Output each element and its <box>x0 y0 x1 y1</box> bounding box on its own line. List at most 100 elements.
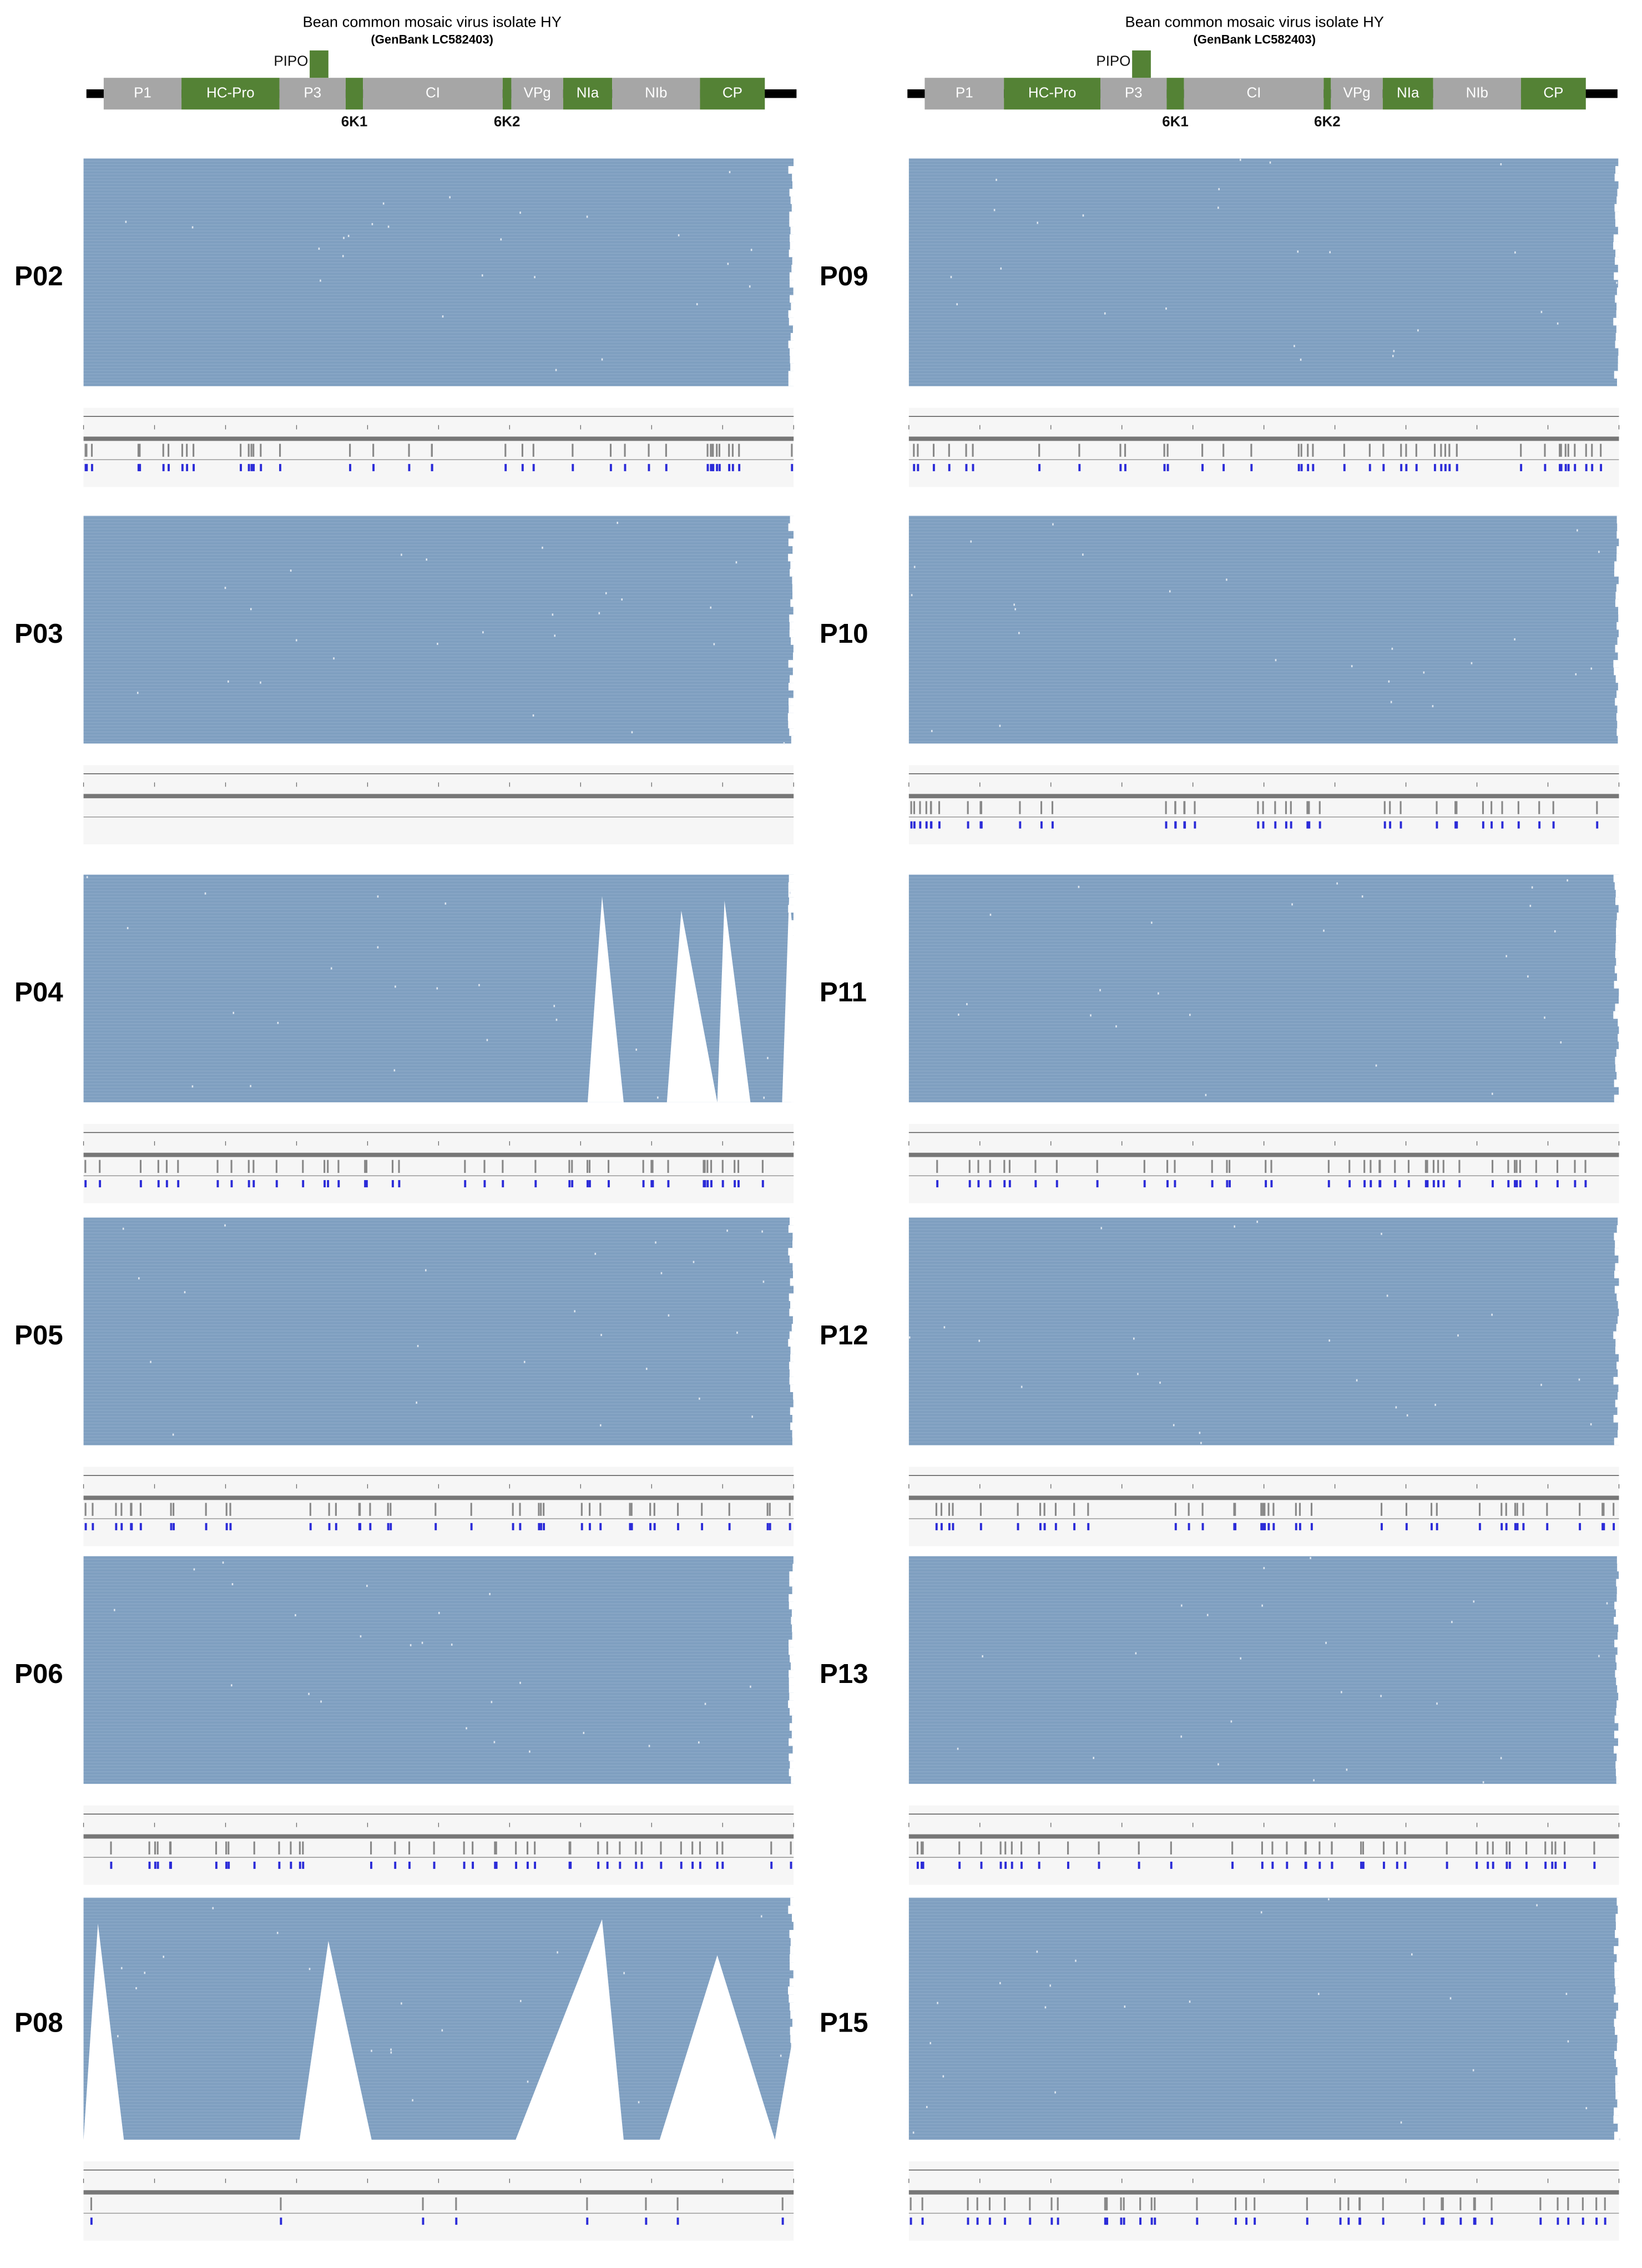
variant-blue <box>162 463 165 471</box>
read-end <box>790 897 797 905</box>
read-end <box>1616 1776 1624 1784</box>
mismatch <box>347 235 350 238</box>
variant-blue <box>455 2217 458 2225</box>
variant-gray <box>110 1841 112 1854</box>
read-end <box>1618 607 1626 615</box>
mismatch <box>1400 2121 1402 2124</box>
coverage <box>83 158 794 386</box>
variant-blue <box>1170 1861 1173 1869</box>
variant-gray <box>1405 1503 1408 1516</box>
variant-blue <box>1017 1523 1019 1530</box>
variant-blue <box>169 1861 171 1869</box>
variant-blue <box>948 1523 951 1530</box>
variant-blue <box>1436 1523 1438 1530</box>
variant-gray <box>390 1503 392 1516</box>
variant-gray <box>1020 1841 1023 1854</box>
genome-map: Bean common mosaic virus isolate HY(GenB… <box>86 13 797 130</box>
mismatch <box>482 631 484 634</box>
read-end <box>792 584 800 592</box>
variant-blue <box>512 1523 514 1530</box>
variant-gray <box>225 1503 228 1516</box>
variant-gray <box>177 1160 179 1173</box>
variant-gray <box>680 1841 682 1854</box>
variant-blue <box>965 463 968 471</box>
mismatch <box>1297 250 1299 253</box>
mismatch <box>1199 1432 1201 1434</box>
read-end <box>793 690 801 698</box>
variant-gray <box>279 443 281 457</box>
read-end <box>1615 249 1623 258</box>
variant-gray <box>1299 1503 1301 1516</box>
variant-blue <box>936 1180 939 1188</box>
variant-blue <box>640 1861 643 1869</box>
read-end <box>1616 935 1624 943</box>
gene-label: NIb <box>645 85 667 101</box>
variant-blue <box>470 1523 473 1530</box>
variant-gray <box>967 2197 969 2211</box>
mismatch <box>943 1326 946 1329</box>
variant-blue <box>1400 463 1403 471</box>
variant-blue <box>225 1861 228 1869</box>
mismatch <box>645 1368 648 1370</box>
variant-gray <box>1454 801 1457 814</box>
read-end <box>788 660 796 668</box>
read-end <box>789 629 797 638</box>
mismatch <box>926 2106 928 2108</box>
mismatch <box>410 1644 412 1646</box>
read-end <box>789 280 797 288</box>
read-end <box>1615 1929 1623 1938</box>
variant-blue <box>463 1861 466 1869</box>
variant-gray <box>302 1841 304 1854</box>
read-end <box>1616 516 1624 524</box>
read-end <box>1616 325 1624 334</box>
read-end <box>1618 1738 1625 1746</box>
read-end <box>1618 158 1626 167</box>
variant-gray <box>1556 1160 1559 1173</box>
pipo-box <box>310 50 329 78</box>
read-end <box>1618 363 1625 371</box>
read-end <box>792 1586 800 1594</box>
gene-box <box>181 78 280 110</box>
mismatch <box>1124 2005 1126 2008</box>
variant-gray <box>250 443 252 457</box>
variant-blue <box>1557 2217 1559 2225</box>
variant-blue <box>588 1180 591 1188</box>
variant-blue <box>1029 2217 1032 2225</box>
read-end <box>1613 1415 1621 1423</box>
variant-blue <box>1307 463 1310 471</box>
variant-gray <box>247 443 250 457</box>
read-end <box>792 1316 800 1324</box>
variant-gray <box>597 1841 599 1854</box>
variant-blue <box>790 1861 792 1869</box>
read-end <box>790 2002 797 2011</box>
variant-blue <box>721 1861 724 1869</box>
read-end <box>1616 553 1624 562</box>
read-end <box>1616 1579 1624 1587</box>
variant-blue <box>1446 1861 1448 1869</box>
mismatch <box>783 742 785 744</box>
read-end <box>1616 196 1624 204</box>
variant-blue <box>710 1180 713 1188</box>
read-end <box>1615 592 1623 599</box>
read-end <box>1614 1715 1622 1723</box>
variant-gray <box>932 443 935 457</box>
variant-blue <box>1196 2217 1199 2225</box>
mismatch <box>762 1281 765 1283</box>
variant-gray <box>1306 801 1308 814</box>
mismatch <box>377 946 379 949</box>
variant-blue <box>99 1180 102 1188</box>
mismatch <box>1075 1959 1077 1962</box>
read-end <box>1617 1685 1625 1693</box>
mismatch <box>86 876 88 879</box>
variant-gray <box>930 801 932 814</box>
read-end <box>1617 705 1625 713</box>
read-end <box>790 241 797 250</box>
variant-gray <box>608 1160 610 1173</box>
mismatch <box>1226 578 1227 581</box>
read-end <box>1614 2107 1621 2116</box>
variant-gray <box>1487 1841 1489 1854</box>
read-end <box>788 523 796 531</box>
variant-gray <box>1383 801 1386 814</box>
variant-blue <box>1362 1861 1365 1869</box>
variant-blue <box>540 1523 543 1530</box>
